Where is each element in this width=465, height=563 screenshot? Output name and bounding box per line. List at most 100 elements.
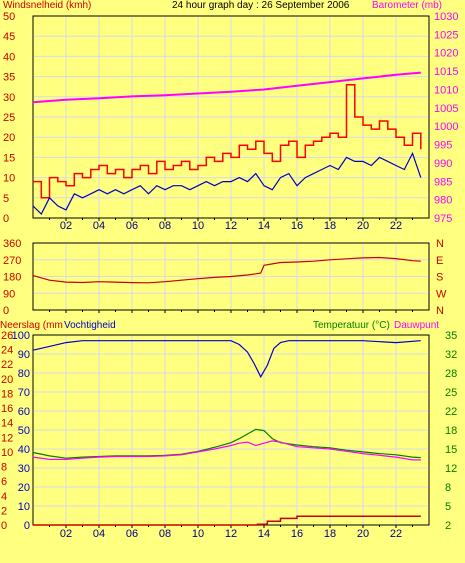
- wind-direction-line: [32, 256, 421, 284]
- x-tick-label: 22: [390, 528, 402, 540]
- rain-tick-label: 14: [1, 418, 13, 430]
- wind-gust-line: [33, 83, 422, 199]
- temperature-tick-label: 15: [445, 444, 457, 456]
- humidity-tick-label: 80: [18, 368, 30, 380]
- rain-tick-label: 18: [1, 388, 13, 400]
- x-tick-label: 22: [390, 220, 402, 232]
- direction-tick-label: 90: [3, 288, 15, 300]
- temperature-tick-label: 22: [445, 406, 457, 418]
- x-tick-label: 04: [93, 528, 105, 540]
- rain-tick-label: 20: [1, 374, 13, 386]
- rain-tick-label: 12: [1, 432, 13, 444]
- dewpoint-axis-title: Dauwpunt: [394, 320, 440, 331]
- compass-letter: W: [436, 288, 447, 300]
- rain-line: [33, 515, 421, 526]
- wind-tick-label: 30: [3, 92, 15, 104]
- direction-tick-label: 360: [3, 238, 21, 250]
- wind-average-line: [32, 151, 422, 216]
- wind-tick-label: 0: [3, 213, 9, 225]
- x-tick-label: 14: [258, 220, 270, 232]
- x-tick-label: 14: [258, 528, 270, 540]
- humidity-tick-label: 40: [18, 444, 30, 456]
- humidity-temperature-rain-panel: 02 04 06 08 10 12 14 16 18 20 22010203040506070809…: [1, 330, 457, 540]
- wind-tick-label: 35: [3, 72, 15, 84]
- wind-tick-label: 15: [3, 152, 15, 164]
- wind-tick-label: 50: [3, 11, 15, 23]
- rain-tick-label: 16: [1, 403, 13, 415]
- x-tick-label: 18: [324, 220, 336, 232]
- temperature-tick-label: 2: [445, 520, 451, 532]
- rain-tick-label: 8: [1, 462, 7, 474]
- x-tick-label: 06: [126, 528, 138, 540]
- x-tick-label: 16: [291, 528, 303, 540]
- temperature-tick-label: 18: [445, 425, 457, 437]
- wind-tick-label: 5: [3, 193, 9, 205]
- x-tick-label: 02: [60, 220, 72, 232]
- rain-tick-label: 10: [1, 447, 13, 459]
- temperature-tick-label: 12: [445, 463, 457, 475]
- x-tick-label: 06: [126, 220, 138, 232]
- rain-tick-label: 0: [1, 520, 7, 532]
- rain-tick-label: 4: [1, 491, 7, 503]
- wind-tick-label: 40: [3, 51, 15, 63]
- temperature-tick-label: 25: [445, 387, 457, 399]
- direction-tick-label: 180: [3, 272, 21, 284]
- x-tick-label: 02: [60, 528, 72, 540]
- rain-tick-label: 6: [1, 476, 7, 488]
- x-tick-label: 18: [324, 528, 336, 540]
- barometer-tick-label: 1015: [434, 66, 458, 78]
- temperature-tick-label: 8: [445, 482, 451, 494]
- temperature-tick-label: 32: [445, 349, 457, 361]
- temperature-tick-label: 35: [445, 330, 457, 342]
- rain-tick-label: 24: [1, 345, 13, 357]
- humidity-tick-label: 90: [18, 349, 30, 361]
- direction-tick-label: 270: [3, 255, 21, 267]
- compass-letter: S: [436, 272, 443, 284]
- barometer-tick-label: 1025: [434, 29, 458, 41]
- x-tick-label: 04: [93, 220, 105, 232]
- x-tick-label: 10: [192, 220, 204, 232]
- wind-tick-label: 45: [3, 31, 15, 43]
- barometer-tick-label: 995: [434, 140, 452, 152]
- x-tick-label: 20: [357, 220, 369, 232]
- rain-tick-label: 26: [1, 330, 13, 342]
- wind-tick-label: 10: [3, 173, 15, 185]
- compass-letter: N: [436, 305, 444, 317]
- wind-barometer-panel: 02 04 06 08 10 12 14 16 18 20 22051015202530354045…: [3, 11, 458, 232]
- x-tick-label: 12: [225, 528, 237, 540]
- direction-tick-label: 0: [3, 305, 9, 317]
- dewpoint-line: [32, 440, 421, 461]
- wind-tick-label: 20: [3, 132, 15, 144]
- x-tick-label: 20: [357, 528, 369, 540]
- temperature-tick-label: 28: [445, 368, 457, 380]
- temperature-tick-label: 5: [445, 501, 451, 513]
- rain-tick-label: 22: [1, 359, 13, 371]
- barometer-tick-label: 985: [434, 176, 452, 188]
- barometer-tick-label: 980: [434, 195, 452, 207]
- temperature-axis-title: Temperatuur (°C): [313, 320, 390, 331]
- humidity-tick-label: 20: [18, 482, 30, 494]
- barometer-tick-label: 1000: [434, 121, 458, 133]
- rain-tick-label: 2: [1, 505, 7, 517]
- barometer-axis-title: Barometer (mb): [372, 0, 443, 11]
- rain-axis-title: Neerslag (mm: [0, 320, 63, 331]
- barometer-tick-label: 1020: [434, 48, 458, 60]
- x-tick-label: 16: [291, 220, 303, 232]
- humidity-tick-label: 10: [18, 501, 30, 513]
- x-tick-label: 10: [192, 528, 204, 540]
- barometer-tick-label: 975: [434, 213, 452, 225]
- barometer-tick-label: 990: [434, 158, 452, 170]
- wind-axis-title: Windsnelheid (kmh): [3, 0, 92, 11]
- x-tick-label: 12: [225, 220, 237, 232]
- humidity-tick-label: 60: [18, 406, 30, 418]
- barometer-tick-label: 1010: [434, 84, 458, 96]
- humidity-axis-title: Vochtigheid: [64, 320, 116, 331]
- humidity-tick-label: 30: [18, 463, 30, 475]
- barometer-tick-label: 1030: [434, 11, 458, 23]
- humidity-tick-label: 100: [12, 330, 30, 342]
- humidity-tick-label: 50: [18, 425, 30, 437]
- compass-letter: N: [436, 238, 444, 250]
- barometer-tick-label: 1005: [434, 103, 458, 115]
- x-tick-label: 08: [159, 220, 171, 232]
